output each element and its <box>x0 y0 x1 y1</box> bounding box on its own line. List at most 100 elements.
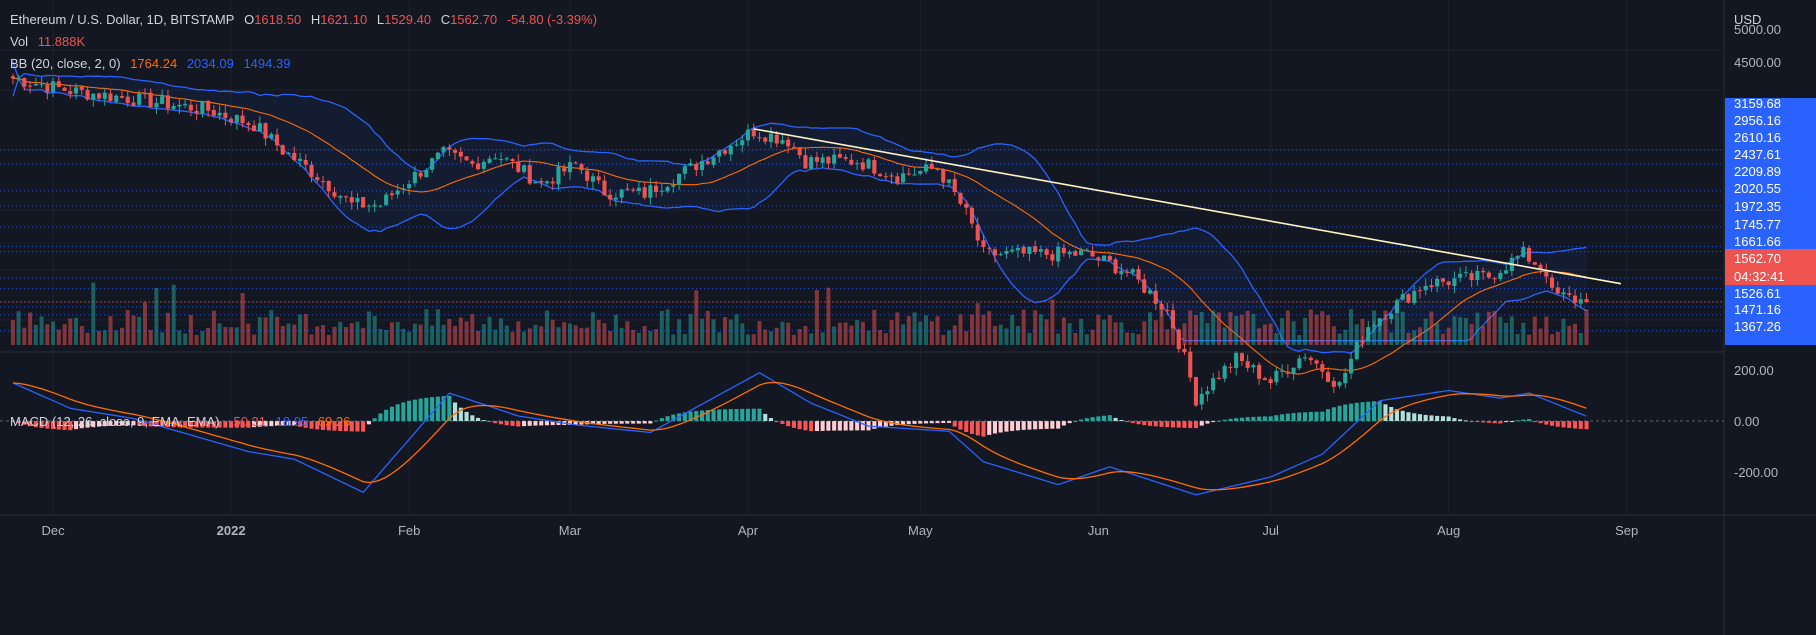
candle-body[interactable] <box>372 204 377 207</box>
candle-body[interactable] <box>1372 325 1377 327</box>
candle-body[interactable] <box>68 91 73 95</box>
candle-body[interactable] <box>430 158 435 170</box>
candle-body[interactable] <box>1303 357 1308 359</box>
candle-body[interactable] <box>125 96 130 103</box>
candle-body[interactable] <box>1417 290 1422 292</box>
candle-body[interactable] <box>809 157 814 169</box>
candle-body[interactable] <box>447 147 452 150</box>
candle-body[interactable] <box>1394 300 1399 314</box>
candle-body[interactable] <box>1205 391 1210 395</box>
candle-body[interactable] <box>596 176 601 181</box>
candle-body[interactable] <box>286 152 291 155</box>
candle-body[interactable] <box>62 87 67 91</box>
candle-body[interactable] <box>1532 262 1537 265</box>
candle-body[interactable] <box>142 93 147 95</box>
candle-body[interactable] <box>1573 295 1578 303</box>
candle-body[interactable] <box>412 171 417 184</box>
candle-body[interactable] <box>160 96 165 104</box>
candle-body[interactable] <box>1280 370 1285 372</box>
candle-body[interactable] <box>188 104 193 111</box>
candle-body[interactable] <box>39 84 44 86</box>
candle-body[interactable] <box>1331 380 1336 387</box>
candle-body[interactable] <box>1170 310 1175 329</box>
candle-body[interactable] <box>734 144 739 146</box>
candle-body[interactable] <box>826 156 831 164</box>
candle-body[interactable] <box>1102 255 1107 261</box>
candle-body[interactable] <box>602 180 607 196</box>
candle-body[interactable] <box>326 180 331 192</box>
candle-body[interactable] <box>476 163 481 170</box>
candle-body[interactable] <box>355 197 360 203</box>
candle-body[interactable] <box>728 145 733 155</box>
candle-body[interactable] <box>257 123 262 132</box>
candle-body[interactable] <box>964 204 969 208</box>
candle-body[interactable] <box>298 158 303 161</box>
candle-body[interactable] <box>625 188 630 190</box>
candle-body[interactable] <box>1429 285 1434 288</box>
candle-body[interactable] <box>1033 246 1038 252</box>
candle-body[interactable] <box>642 187 647 198</box>
candle-body[interactable] <box>102 92 107 99</box>
candle-body[interactable] <box>1251 365 1256 368</box>
candle-body[interactable] <box>275 134 280 146</box>
candle-body[interactable] <box>797 148 802 156</box>
candle-body[interactable] <box>1377 318 1382 326</box>
candle-body[interactable] <box>522 165 527 172</box>
candle-body[interactable] <box>613 197 618 200</box>
candle-body[interactable] <box>114 95 119 102</box>
candle-body[interactable] <box>1475 270 1480 281</box>
candle-body[interactable] <box>1021 246 1026 254</box>
candle-body[interactable] <box>912 174 917 176</box>
candle-body[interactable] <box>28 85 33 87</box>
candle-body[interactable] <box>855 163 860 165</box>
candle-body[interactable] <box>671 184 676 187</box>
candle-body[interactable] <box>814 157 819 162</box>
candle-body[interactable] <box>1452 278 1457 286</box>
candle-body[interactable] <box>883 176 888 178</box>
candle-body[interactable] <box>1343 373 1348 384</box>
candle-body[interactable] <box>1550 277 1555 288</box>
candle-body[interactable] <box>832 154 837 164</box>
candle-body[interactable] <box>636 187 641 191</box>
candle-body[interactable] <box>1096 257 1101 260</box>
candle-body[interactable] <box>1004 251 1009 254</box>
candle-body[interactable] <box>1567 293 1572 295</box>
candle-body[interactable] <box>378 205 383 207</box>
candle-body[interactable] <box>975 224 980 241</box>
candle-body[interactable] <box>791 146 796 148</box>
candle-body[interactable] <box>717 150 722 157</box>
candle-body[interactable] <box>280 145 285 155</box>
candle-body[interactable] <box>1383 318 1388 320</box>
candle-body[interactable] <box>872 160 877 174</box>
candle-body[interactable] <box>183 103 188 106</box>
candle-body[interactable] <box>516 161 521 172</box>
candle-body[interactable] <box>407 184 412 189</box>
candle-body[interactable] <box>1228 366 1233 368</box>
candle-body[interactable] <box>217 112 222 116</box>
candle-body[interactable] <box>1412 290 1417 304</box>
candle-body[interactable] <box>952 179 957 192</box>
candle-body[interactable] <box>1211 378 1216 391</box>
candle-body[interactable] <box>1538 264 1543 270</box>
candle-body[interactable] <box>763 137 768 142</box>
candle-body[interactable] <box>1308 357 1313 361</box>
candle-body[interactable] <box>1406 294 1411 303</box>
candle-body[interactable] <box>171 105 176 109</box>
candle-body[interactable] <box>223 112 228 118</box>
candle-body[interactable] <box>435 152 440 160</box>
candle-body[interactable] <box>1159 303 1164 310</box>
candle-body[interactable] <box>1561 292 1566 295</box>
candle-body[interactable] <box>1015 247 1020 251</box>
candle-body[interactable] <box>711 157 716 165</box>
candle-body[interactable] <box>366 205 371 207</box>
candle-body[interactable] <box>119 96 124 98</box>
candle-body[interactable] <box>1320 364 1325 372</box>
candle-body[interactable] <box>269 134 274 139</box>
candle-body[interactable] <box>1119 270 1124 275</box>
candle-body[interactable] <box>45 84 50 93</box>
candle-body[interactable] <box>16 78 21 80</box>
candle-body[interactable] <box>1056 247 1061 262</box>
candle-body[interactable] <box>544 181 549 184</box>
candle-body[interactable] <box>292 152 297 160</box>
candle-body[interactable] <box>1182 348 1187 353</box>
